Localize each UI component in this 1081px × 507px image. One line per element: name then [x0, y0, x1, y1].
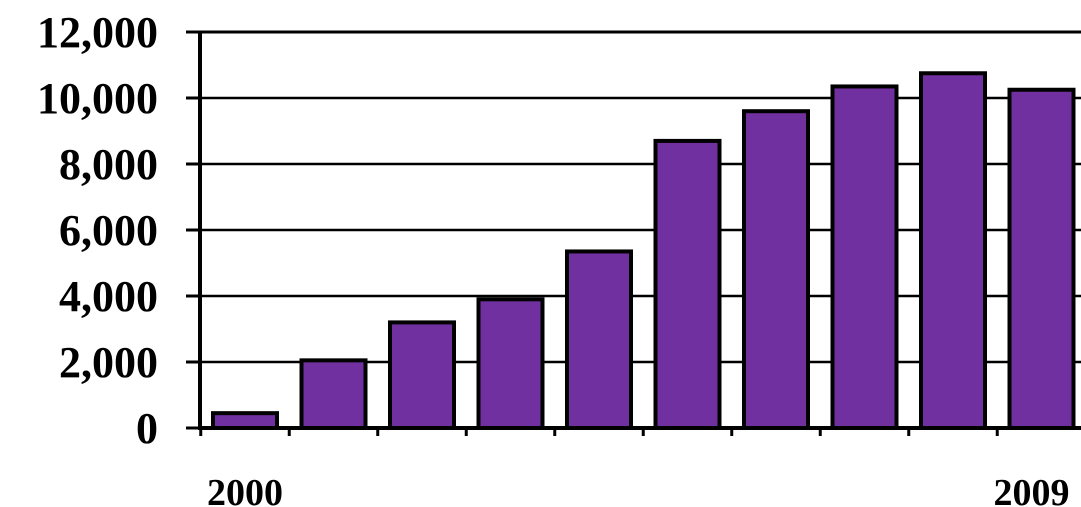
bar-2000	[211, 411, 279, 430]
bar-2002	[388, 320, 456, 430]
x-tick-labels: 2000 2009	[207, 472, 1070, 507]
x-tick-label: 2009	[994, 472, 1070, 507]
y-tick-label: 10,000	[37, 74, 158, 123]
y-tick-label: 8,000	[59, 140, 158, 189]
y-tick-label: 0	[136, 404, 158, 453]
y-tick-label: 4,000	[59, 272, 158, 321]
bar-2003	[476, 297, 545, 430]
x-tick-label: 2000	[207, 472, 283, 507]
bars	[211, 71, 1076, 431]
y-tick-label: 6,000	[59, 206, 158, 255]
bar-2004	[565, 249, 633, 430]
axes	[186, 30, 1081, 436]
bar-2005	[653, 138, 722, 430]
bar-2008	[919, 71, 987, 430]
y-tick-labels: 0 2,000 4,000 6,000 8,000 10,000 12,000	[37, 8, 158, 453]
bar-2006	[742, 109, 810, 430]
y-tick-label: 2,000	[59, 338, 158, 387]
y-tick-label: 12,000	[37, 8, 158, 57]
bar-2001	[299, 358, 368, 431]
bar-2009	[1007, 87, 1076, 430]
bar-2007	[830, 84, 899, 430]
